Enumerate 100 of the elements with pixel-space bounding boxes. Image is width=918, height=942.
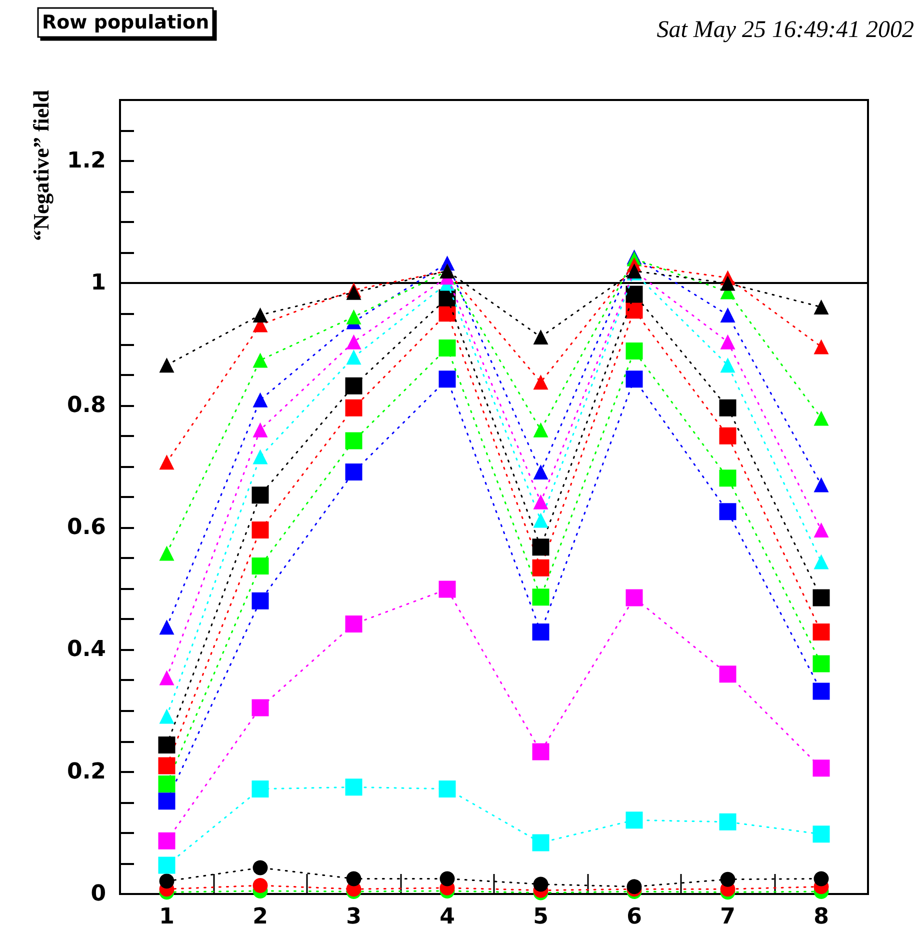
point bbox=[252, 392, 268, 408]
point bbox=[252, 486, 269, 504]
y-axis-title: “Negative” field bbox=[28, 90, 54, 241]
point bbox=[812, 655, 830, 672]
point bbox=[158, 757, 176, 774]
point bbox=[533, 422, 548, 438]
y-tick-label: 0.2 bbox=[67, 759, 106, 784]
point bbox=[626, 589, 643, 606]
point bbox=[440, 871, 455, 886]
point bbox=[345, 377, 362, 394]
point bbox=[252, 860, 268, 876]
y-tick-label: 1.2 bbox=[67, 148, 106, 174]
point bbox=[720, 872, 736, 887]
point bbox=[814, 477, 829, 492]
point bbox=[438, 780, 456, 798]
point bbox=[159, 454, 174, 470]
point bbox=[626, 286, 643, 303]
point bbox=[812, 760, 830, 777]
point bbox=[626, 302, 643, 319]
point bbox=[345, 778, 362, 796]
point bbox=[720, 307, 736, 322]
point bbox=[626, 342, 643, 360]
point bbox=[346, 350, 362, 365]
point bbox=[533, 494, 548, 510]
point bbox=[158, 832, 176, 850]
point bbox=[532, 588, 550, 606]
x-tick-label: 8 bbox=[814, 904, 829, 930]
point bbox=[812, 826, 830, 843]
x-tick-label: 4 bbox=[440, 904, 455, 930]
point bbox=[252, 878, 268, 893]
point bbox=[814, 410, 829, 426]
point bbox=[438, 370, 456, 388]
point bbox=[252, 592, 269, 610]
point bbox=[252, 307, 268, 322]
point bbox=[438, 289, 456, 306]
point bbox=[346, 871, 362, 886]
point bbox=[812, 682, 830, 700]
x-tick-label: 3 bbox=[346, 904, 362, 930]
point bbox=[533, 329, 548, 344]
point bbox=[532, 834, 550, 852]
point bbox=[159, 708, 174, 724]
point bbox=[720, 358, 736, 373]
x-tick-label: 5 bbox=[533, 904, 548, 930]
point bbox=[252, 699, 269, 716]
point bbox=[626, 812, 643, 829]
x-tick-label: 7 bbox=[720, 904, 736, 930]
point bbox=[533, 512, 548, 528]
point bbox=[345, 432, 362, 450]
point bbox=[814, 300, 829, 315]
point bbox=[719, 813, 736, 830]
point bbox=[533, 876, 548, 892]
point bbox=[252, 352, 268, 368]
point bbox=[814, 522, 829, 538]
point bbox=[814, 871, 829, 886]
y-tick-label: 0.4 bbox=[67, 637, 106, 662]
y-tick-label: 0.6 bbox=[67, 515, 106, 540]
point bbox=[159, 546, 174, 561]
point bbox=[532, 538, 550, 556]
y-tick-label: 1 bbox=[90, 270, 106, 296]
point bbox=[720, 334, 736, 350]
point bbox=[252, 780, 269, 798]
x-tick-label: 2 bbox=[252, 904, 268, 930]
point bbox=[159, 670, 174, 686]
point bbox=[812, 623, 830, 640]
point bbox=[158, 856, 176, 874]
point bbox=[252, 558, 269, 575]
point bbox=[252, 521, 269, 538]
point bbox=[158, 776, 176, 793]
point bbox=[159, 358, 174, 373]
point bbox=[159, 874, 174, 889]
point bbox=[533, 464, 548, 480]
point bbox=[720, 276, 736, 291]
point bbox=[626, 370, 643, 388]
point bbox=[532, 743, 550, 760]
point bbox=[438, 339, 456, 356]
point bbox=[719, 470, 736, 487]
point bbox=[438, 580, 456, 598]
point bbox=[533, 374, 548, 390]
point bbox=[719, 399, 736, 416]
x-tick-label: 1 bbox=[159, 904, 174, 930]
point bbox=[532, 623, 550, 640]
y-tick-label: 0.8 bbox=[67, 392, 106, 418]
point bbox=[719, 503, 736, 520]
point bbox=[346, 334, 362, 350]
point bbox=[345, 616, 362, 633]
point bbox=[252, 422, 268, 438]
point bbox=[812, 589, 830, 606]
x-tick-label: 6 bbox=[626, 904, 642, 930]
point bbox=[158, 792, 176, 810]
point bbox=[159, 620, 174, 635]
point bbox=[346, 309, 362, 324]
point bbox=[814, 554, 829, 570]
point bbox=[345, 463, 362, 480]
point bbox=[158, 736, 176, 754]
point bbox=[345, 399, 362, 416]
point bbox=[252, 449, 268, 464]
point bbox=[719, 427, 736, 444]
y-tick-label: 0 bbox=[90, 882, 106, 906]
chart-title: Row population bbox=[42, 12, 210, 34]
text: Sat May 25 16:49:41 2002 bbox=[656, 17, 914, 43]
